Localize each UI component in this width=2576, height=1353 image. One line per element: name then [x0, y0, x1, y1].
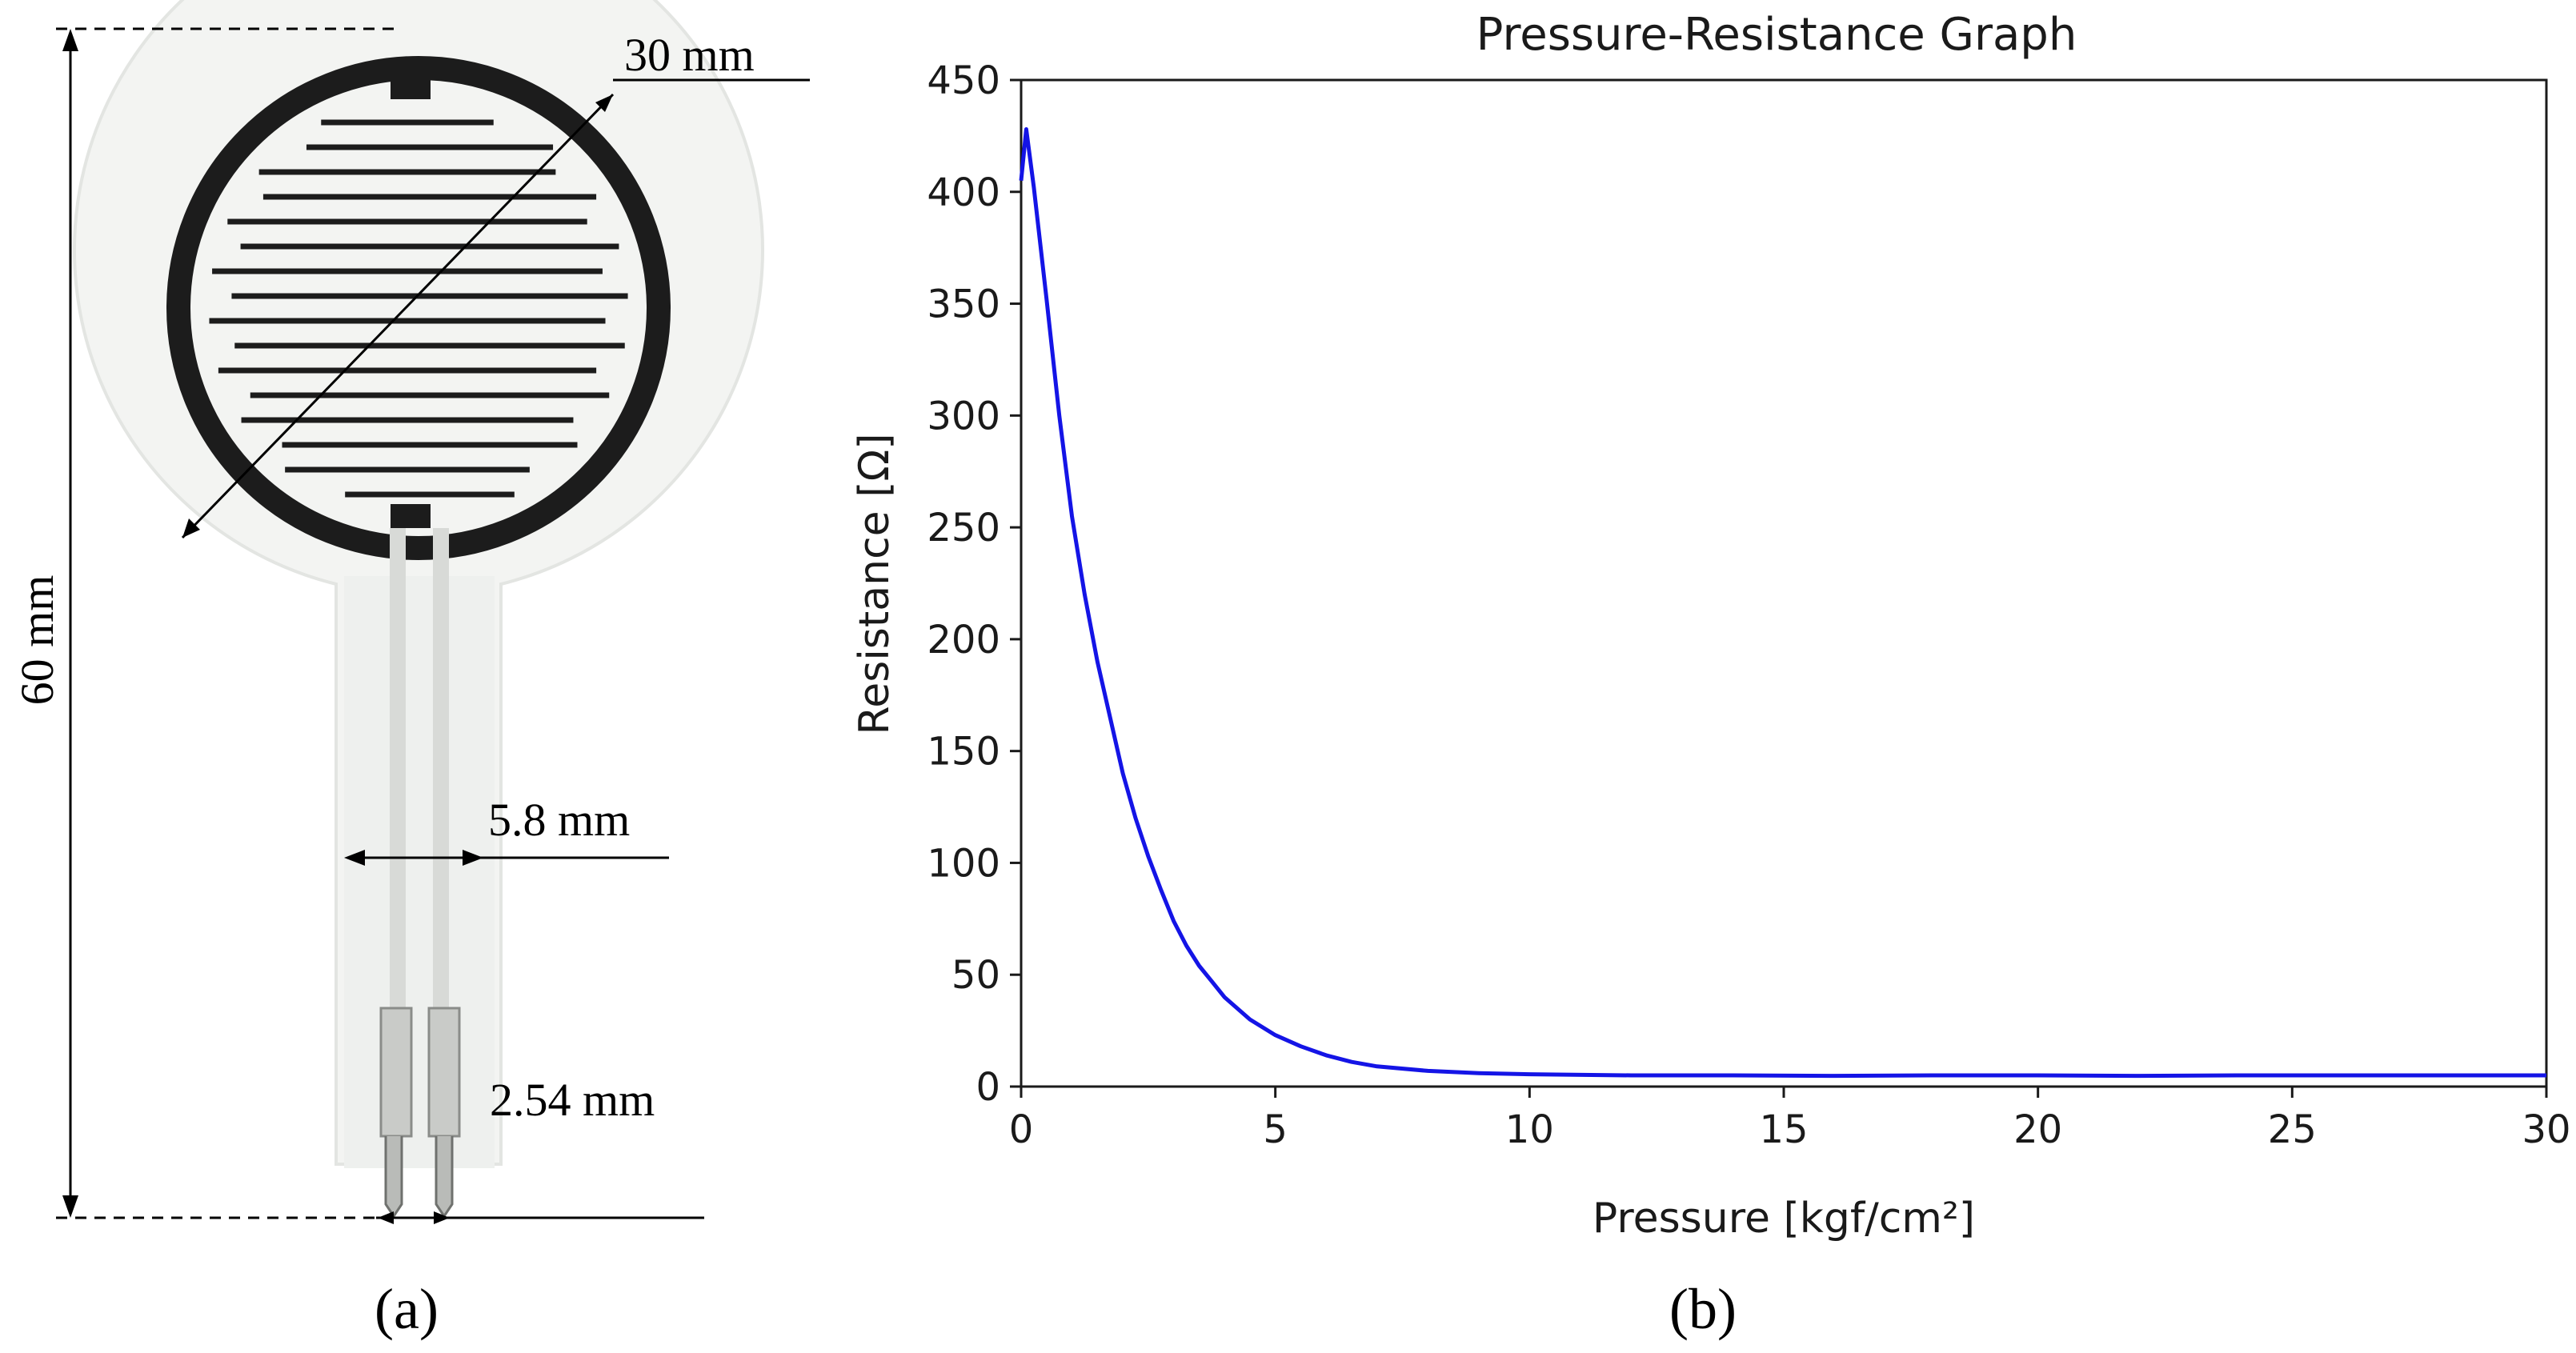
- diameter-line: [181, 93, 615, 539]
- y-tick-label: 300: [927, 394, 1000, 438]
- panel-b-label: (b): [1669, 1277, 1737, 1341]
- x-tick-label: 30: [2522, 1107, 2570, 1152]
- x-tick-label: 5: [1263, 1107, 1288, 1152]
- x-tick-label: 10: [1505, 1107, 1554, 1152]
- arrowhead-diameter-bottom: [182, 518, 200, 538]
- length-label: 60 mm: [11, 575, 63, 706]
- plot-frame: [1020, 78, 2548, 1088]
- y-tick-label: 350: [927, 282, 1000, 327]
- y-tick-label: 250: [927, 506, 1000, 550]
- top-pad: [391, 80, 431, 99]
- arrowhead-pitch-right: [434, 1211, 450, 1224]
- panel-a: 30 mm 60 mm 5.8 mm 2.54 mm (a): [11, 0, 810, 1341]
- arrowhead-length-bottom: [62, 1195, 78, 1218]
- x-tick-label: 25: [2268, 1107, 2317, 1152]
- pin-block-right: [427, 1007, 461, 1138]
- panel-b: Pressure-Resistance Graph 05010015020025…: [851, 9, 2571, 1341]
- x-tick-label: 20: [2013, 1107, 2062, 1152]
- pin-right: [435, 1136, 454, 1219]
- resistance-curve: [1019, 127, 2546, 1079]
- arrowheads: [62, 29, 613, 1224]
- sensor-ring: [166, 56, 671, 560]
- x-tick-label: 15: [1759, 1107, 1808, 1152]
- x-tick-label: 0: [1009, 1107, 1034, 1152]
- arrowhead-diameter-top: [595, 94, 613, 112]
- bottom-pad: [391, 504, 431, 528]
- panel-a-label: (a): [375, 1277, 439, 1341]
- x-axis: 0 5 10 15 20 25 30: [1009, 1087, 2571, 1152]
- pin-block-left: [379, 1007, 413, 1138]
- sensor-fingers: [209, 119, 628, 498]
- y-tick-label: 150: [927, 730, 1000, 775]
- arrowhead-length-top: [62, 29, 78, 51]
- width-label: 5.8 mm: [488, 794, 630, 846]
- y-tick-label: 200: [927, 618, 1000, 662]
- y-tick-label: 0: [976, 1065, 1000, 1110]
- arrowhead-width-left: [344, 850, 365, 866]
- x-axis-label: Pressure [kgf/cm²]: [1592, 1195, 1975, 1243]
- arrowhead-pitch-left: [378, 1211, 394, 1224]
- lead-left: [390, 528, 406, 1016]
- pin-left: [384, 1136, 403, 1219]
- pitch-label: 2.54 mm: [490, 1074, 655, 1126]
- y-tick-label: 450: [927, 58, 1000, 103]
- y-tick-label: 400: [927, 170, 1000, 215]
- lead-right: [433, 528, 449, 1016]
- chart-title: Pressure-Resistance Graph: [1476, 9, 2077, 61]
- y-axis-label: Resistance [Ω]: [851, 433, 899, 735]
- sensor-tail: [344, 576, 495, 1168]
- y-tick-label: 50: [951, 953, 1000, 998]
- connector: [379, 1007, 461, 1219]
- arrowhead-width-right: [463, 850, 483, 866]
- y-axis: 0 50 100 150 200 250 300 350 400 450: [927, 58, 1021, 1110]
- y-tick-label: 100: [927, 841, 1000, 886]
- dimension-annotations: [56, 27, 810, 1219]
- sensor-illustration: [73, 0, 764, 1219]
- diameter-label: 30 mm: [624, 29, 755, 81]
